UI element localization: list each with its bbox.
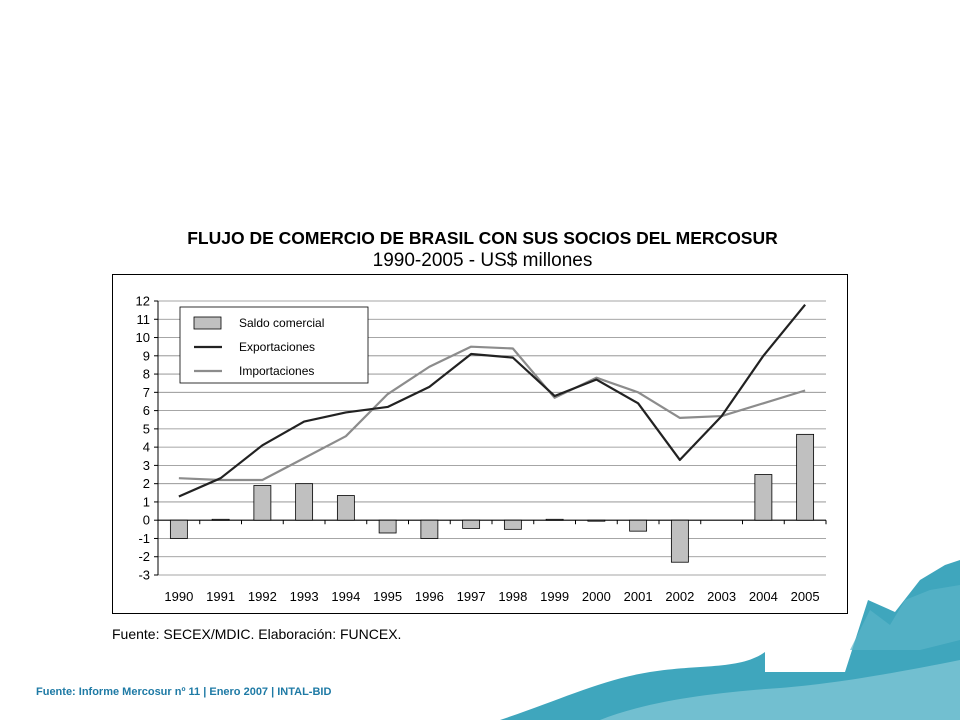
bar-saldo-comercial: [587, 519, 606, 522]
chart-frame: 12 11 10 9 8 7 6 5 4 3 2 1 0 -1 -2 -3 1990 1991 1992 1993 19…: [112, 274, 848, 614]
legend: Saldo comercial Exportaciones Importacione…: [179, 306, 369, 384]
bar-saldo-comercial: [211, 518, 230, 521]
footer-citation: Fuente: Informe Mercosur nº 11 | Enero 2…: [36, 686, 332, 698]
y-tick-label: 10: [136, 330, 150, 345]
x-tick-label: 1995: [373, 589, 402, 604]
y-tick-label: 7: [143, 385, 150, 400]
x-tick-label: 1991: [206, 589, 235, 604]
x-tick-label: 2000: [582, 589, 611, 604]
bar-saldo-comercial: [336, 495, 355, 521]
y-tick-label: 8: [143, 367, 150, 382]
bar-saldo-comercial: [629, 519, 648, 532]
line-exportaciones: [178, 303, 806, 498]
x-tick-label: 1990: [164, 589, 193, 604]
chart-subtitle: 1990-2005 - US$ millones: [372, 250, 593, 271]
x-tick-label: 2001: [624, 589, 653, 604]
x-tick-label: 2004: [749, 589, 778, 604]
line-layer: [178, 303, 806, 498]
x-tick-label: 1996: [415, 589, 444, 604]
y-tick-label: 6: [143, 403, 150, 418]
bar-saldo-comercial: [796, 433, 815, 521]
bar-saldo-comercial: [169, 519, 188, 539]
y-tick-label: 0: [143, 513, 150, 528]
bar-saldo-comercial: [253, 485, 272, 521]
x-tick-label: 1997: [457, 589, 486, 604]
x-tick-label: 2003: [707, 589, 736, 604]
y-tick-label: 5: [143, 421, 150, 436]
bar-saldo-comercial: [462, 519, 481, 529]
y-tick-label: -3: [138, 568, 150, 583]
y-tick-label: 3: [143, 458, 150, 473]
chart-title: FLUJO DE COMERCIO DE BRASIL CON SUS SOCI…: [187, 228, 778, 248]
y-tick-label: -2: [138, 549, 150, 564]
bar-layer: [169, 433, 815, 563]
legend-label: Exportaciones: [239, 340, 315, 354]
y-tick-label: 2: [143, 476, 150, 491]
bar-saldo-comercial: [378, 519, 397, 534]
y-tick-label: 9: [143, 348, 150, 363]
legend-swatch-saldo-comercial: [193, 316, 222, 330]
y-tick-label: 12: [136, 294, 150, 309]
bar-saldo-comercial: [754, 474, 773, 521]
x-tick-label: 2005: [791, 589, 820, 604]
y-tick-label: 4: [143, 440, 150, 455]
bar-saldo-comercial: [295, 483, 314, 521]
legend-label: Saldo comercial: [239, 316, 324, 330]
y-tick-label: -1: [138, 531, 150, 546]
y-tick-label: 1: [143, 494, 150, 509]
x-tick-label: 1993: [290, 589, 319, 604]
x-tick-label: 1992: [248, 589, 277, 604]
legend-label: Importaciones: [239, 364, 314, 378]
bar-saldo-comercial: [420, 519, 439, 539]
bar-saldo-comercial: [503, 519, 522, 530]
x-tick-label: 2002: [665, 589, 694, 604]
y-tick-label: 11: [137, 312, 151, 327]
bar-saldo-comercial: [670, 519, 689, 563]
line-importaciones: [178, 345, 806, 482]
x-tick-label: 1998: [498, 589, 527, 604]
bar-saldo-comercial: [545, 518, 564, 521]
x-tick-label: 1994: [331, 589, 360, 604]
source-note: Fuente: SECEX/MDIC. Elaboración: FUNCEX.: [112, 626, 402, 642]
x-tick-label: 1999: [540, 589, 569, 604]
